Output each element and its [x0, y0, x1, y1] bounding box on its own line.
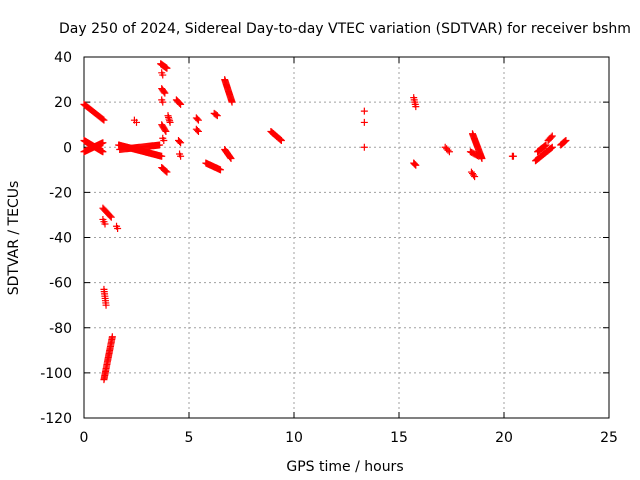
data-point	[114, 224, 122, 232]
data-point	[540, 142, 548, 150]
data-point	[177, 139, 185, 147]
data-point	[194, 127, 202, 135]
data-point	[163, 168, 171, 176]
data-point	[159, 98, 167, 106]
data-point	[176, 138, 184, 146]
x-tick-label: 10	[285, 430, 303, 446]
data-point	[159, 71, 167, 79]
data-point	[193, 126, 201, 134]
data-point	[542, 141, 550, 149]
data-point	[277, 136, 285, 144]
data-point	[360, 118, 368, 126]
data-point	[560, 138, 568, 146]
data-point	[548, 132, 556, 140]
data-point	[217, 166, 224, 174]
data-point	[100, 116, 108, 124]
data-point	[412, 161, 420, 169]
axis-ticks: 0 5 10 15 20 25 -120 -100 -80 -60 -40 -20 0 20 40	[40, 50, 618, 446]
y-tick-label: -20	[49, 185, 72, 201]
data-point	[561, 137, 569, 145]
y-tick-label: -80	[49, 321, 72, 337]
data-point	[474, 152, 482, 160]
data-point	[227, 155, 235, 163]
y-tick-label: -40	[49, 231, 72, 247]
data-point	[547, 133, 555, 141]
data-point	[160, 88, 168, 96]
y-tick-label: -60	[49, 276, 72, 292]
data-point	[228, 98, 236, 106]
data-point	[177, 152, 185, 160]
data-point	[471, 173, 479, 181]
data-point	[412, 103, 420, 111]
data-point	[541, 142, 549, 150]
x-tick-label: 5	[185, 430, 194, 446]
data-point	[101, 220, 109, 228]
data-point	[509, 152, 517, 160]
data-point	[166, 118, 174, 126]
y-tick-label: 40	[54, 50, 72, 66]
data-point	[161, 126, 169, 134]
data-point	[360, 107, 368, 115]
y-tick-label: 20	[54, 95, 72, 111]
data-point	[99, 139, 107, 147]
data-point	[562, 136, 570, 144]
x-tick-label: 0	[80, 430, 89, 446]
y-tick-label: 0	[63, 140, 72, 156]
x-axis-label: GPS time / hours	[286, 459, 403, 475]
data-point	[213, 112, 221, 120]
data-point	[156, 141, 164, 149]
data-point	[162, 167, 170, 175]
data-point	[226, 154, 234, 162]
data-point	[444, 146, 452, 154]
data-point	[193, 115, 201, 123]
data-point	[160, 136, 168, 144]
data-point	[176, 99, 184, 107]
data-point	[107, 213, 115, 221]
chart-title: Day 250 of 2024, Sidereal Day-to-day VTE…	[59, 21, 631, 37]
data-point	[411, 161, 419, 169]
data-point	[548, 143, 556, 151]
grid	[84, 57, 609, 418]
data-point	[360, 143, 368, 151]
data-point	[102, 301, 110, 309]
data-point	[475, 152, 483, 160]
data-point	[99, 115, 107, 123]
data-point	[161, 89, 169, 97]
data-point	[106, 212, 114, 220]
x-tick-label: 15	[390, 430, 408, 446]
y-tick-label: -100	[40, 366, 72, 382]
data-point	[163, 64, 171, 72]
data-points	[80, 60, 570, 384]
data-point	[276, 135, 284, 143]
x-tick-label: 25	[600, 430, 618, 446]
data-point	[410, 160, 418, 168]
x-tick-label: 20	[495, 430, 513, 446]
y-tick-label: -120	[40, 411, 72, 427]
data-point	[108, 333, 116, 341]
data-point	[547, 144, 555, 152]
data-point	[277, 136, 285, 144]
data-point	[194, 116, 202, 124]
data-point	[133, 118, 140, 126]
data-point	[162, 127, 170, 135]
y-axis-label: SDTVAR / TECUs	[6, 181, 22, 296]
data-point	[445, 148, 453, 156]
data-point	[470, 171, 478, 179]
data-point	[177, 100, 185, 108]
data-point	[212, 111, 220, 119]
data-point	[99, 148, 107, 156]
data-point	[158, 152, 166, 160]
